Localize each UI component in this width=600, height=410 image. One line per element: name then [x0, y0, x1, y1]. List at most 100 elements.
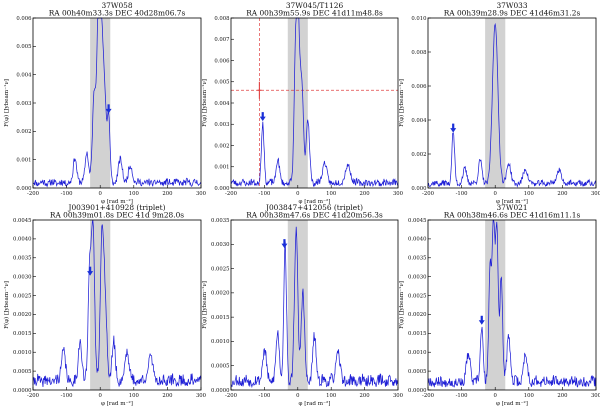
x-tick-label: 200: [162, 393, 173, 399]
x-tick-label: 300: [591, 191, 600, 197]
shaded-band: [485, 18, 506, 188]
y-tick-label: 0.000: [411, 186, 427, 192]
chart-subtitle: RA 00h39m55.9s DEC 41d11m48.8s: [246, 9, 383, 18]
spectrum-line: [32, 219, 202, 388]
x-axis-label: φ [rad m⁻²]: [299, 400, 331, 407]
x-tick-label: -100: [61, 393, 74, 399]
spectrum-line: [427, 219, 597, 388]
y-tick-label: 0.0030: [211, 242, 230, 248]
x-tick-label: -200: [225, 393, 238, 399]
y-tick-label: 0.000: [214, 186, 230, 192]
y-tick-label: 0.0035: [211, 218, 230, 224]
chart-subtitle: RA 00h39m28.9s DEC 41d46m31.2s: [444, 9, 581, 18]
y-tick-label: 0.0025: [13, 293, 32, 299]
y-tick-label: 0.0015: [408, 331, 427, 337]
y-tick-label: 0.003: [214, 122, 229, 128]
x-tick-label: 100: [524, 191, 535, 197]
y-tick-label: 0.008: [411, 50, 427, 56]
chart-panel-3: -200 -100 0 100 200 300 0.000 0.002 0.004 0.006 0.…: [398, 1, 600, 205]
chart-panel-4: -200 -100 0 100 200 300 0.0000 0.0005 0.0010 0.00…: [3, 203, 207, 407]
spectrum-line: [230, 17, 399, 188]
x-tick-label: -200: [27, 393, 40, 399]
y-tick-label: 0.000: [16, 186, 32, 192]
x-tick-label: -200: [27, 191, 40, 197]
spectrum-line: [32, 17, 202, 188]
plot-frame: [230, 219, 399, 391]
x-tick-label: -100: [456, 191, 469, 197]
y-tick-label: 0.0020: [211, 291, 230, 297]
down-arrow-icon: [450, 123, 457, 133]
shaded-band: [287, 18, 308, 188]
spectrum-line: [427, 22, 597, 188]
y-tick-label: 0.005: [16, 44, 31, 50]
x-tick-label: 100: [129, 191, 140, 197]
chart-title: 37W021: [496, 203, 527, 212]
x-tick-label: -100: [456, 393, 469, 399]
x-tick-label: -200: [225, 191, 238, 197]
y-tick-label: 0.006: [411, 84, 427, 90]
x-tick-label: -200: [422, 393, 435, 399]
x-tick-label: 200: [557, 393, 568, 399]
y-tick-label: 0.002: [214, 143, 229, 149]
down-arrow-icon: [105, 104, 112, 114]
y-tick-label: 0.0005: [408, 369, 427, 375]
plot-frame: [427, 219, 597, 391]
y-tick-label: 0.006: [16, 16, 32, 22]
y-tick-label: 0.0040: [13, 237, 32, 243]
chart-subtitle: RA 00h38m46.6s DEC 41d16m11.1s: [444, 211, 581, 220]
chart-title: 37W045/T1126: [286, 1, 344, 10]
x-tick-label: 100: [326, 191, 337, 197]
y-tick-label: 0.0010: [408, 350, 427, 356]
x-tick-label: 100: [326, 393, 337, 399]
y-axis-label: F(φ) [Jybeam⁻¹ν]: [3, 281, 10, 329]
y-tick-label: 0.0000: [13, 388, 32, 394]
chart-title: J003901+410928 (triplet): [67, 203, 165, 212]
shaded-band: [90, 18, 111, 188]
y-tick-label: 0.0020: [13, 312, 32, 318]
x-axis-label: φ [rad m⁻²]: [101, 400, 133, 407]
plot-frame: [32, 17, 202, 189]
x-axis-label: φ [rad m⁻²]: [299, 198, 331, 205]
y-tick-label: 0.006: [214, 58, 230, 64]
y-tick-label: 0.0025: [211, 266, 230, 272]
x-tick-label: -100: [61, 191, 74, 197]
y-tick-label: 0.0005: [13, 369, 32, 375]
chart-title: 37W033: [496, 1, 527, 10]
x-tick-label: 0: [99, 393, 103, 399]
x-tick-label: 0: [296, 393, 300, 399]
y-tick-label: 0.0020: [408, 312, 427, 318]
y-tick-label: 0.0025: [408, 293, 427, 299]
down-arrow-icon: [87, 266, 94, 276]
x-tick-label: 200: [162, 191, 173, 197]
x-axis-label: φ [rad m⁻²]: [496, 198, 528, 205]
y-tick-label: 0.0030: [408, 274, 427, 280]
x-tick-label: 200: [557, 191, 568, 197]
y-tick-label: 0.004: [411, 118, 427, 124]
y-tick-label: 0.0000: [211, 388, 230, 394]
x-tick-label: 0: [99, 191, 103, 197]
y-tick-label: 0.0010: [13, 350, 32, 356]
x-tick-label: 200: [360, 393, 371, 399]
y-tick-label: 0.0030: [13, 274, 32, 280]
y-tick-label: 0.0035: [13, 256, 32, 262]
y-tick-label: 0.0015: [211, 315, 230, 321]
y-tick-label: 0.004: [16, 72, 32, 78]
y-tick-label: 0.004: [214, 101, 230, 107]
x-tick-label: 100: [524, 393, 535, 399]
spectrum-line: [230, 226, 399, 389]
y-tick-label: 0.0045: [13, 218, 32, 224]
chart-panel-6: -200 -100 0 100 200 300 0.0000 0.0005 0.0010 0.00…: [398, 203, 600, 407]
y-tick-label: 0.001: [214, 165, 229, 171]
down-arrow-icon: [259, 112, 266, 122]
y-axis-label: F(φ) [Jybeam⁻¹ν]: [201, 281, 208, 329]
x-axis-label: φ [rad m⁻²]: [496, 400, 528, 407]
y-tick-label: 0.0000: [408, 388, 427, 394]
chart-panel-2: -200 -100 0 100 200 300 0.000 0.001 0.002 0.003 0.…: [201, 1, 404, 205]
chart-panel-5: -200 -100 0 100 200 300 0.0000 0.0005 0.0010 0.00…: [201, 203, 404, 407]
x-tick-label: -200: [422, 191, 435, 197]
x-tick-label: 100: [129, 393, 140, 399]
x-tick-label: -100: [258, 191, 271, 197]
x-tick-label: 300: [196, 191, 207, 197]
x-tick-label: 300: [393, 393, 404, 399]
